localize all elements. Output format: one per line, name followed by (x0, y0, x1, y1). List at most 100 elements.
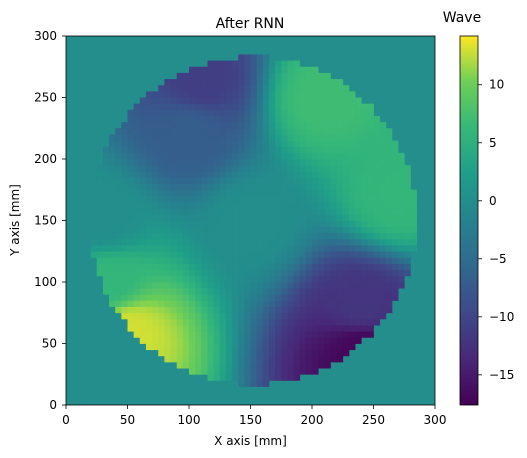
heatmap-cell (127, 306, 135, 314)
heatmap-cell (330, 312, 337, 320)
heatmap-cell (201, 109, 208, 117)
heatmap-cell (312, 318, 319, 326)
heatmap-cell (139, 146, 147, 154)
heatmap-cell (189, 183, 196, 191)
heatmap-cell (305, 282, 313, 289)
heatmap-cell (250, 232, 258, 240)
heatmap-cell (367, 202, 374, 209)
heatmap-cell (355, 134, 362, 141)
heatmap-cell (225, 226, 233, 234)
heatmap-cell (145, 282, 153, 289)
heatmap-cell (201, 128, 208, 135)
heatmap-cell (152, 146, 159, 154)
heatmap-cell (250, 263, 258, 271)
heatmap-cell (379, 226, 387, 234)
heatmap-cell (410, 238, 417, 246)
heatmap-cell (127, 134, 135, 141)
heatmap-cell (305, 355, 313, 363)
heatmap-cell (225, 251, 233, 258)
heatmap-cell (250, 361, 258, 369)
heatmap-cell (195, 361, 202, 369)
heatmap-cell (145, 146, 153, 154)
heatmap-cell (195, 171, 202, 178)
heatmap-cell (342, 159, 350, 166)
heatmap-cell (170, 122, 178, 129)
heatmap-cell (256, 103, 264, 111)
heatmap-cell (287, 220, 294, 228)
heatmap-cell (164, 171, 171, 178)
heatmap-cell (164, 79, 171, 86)
heatmap-cell (238, 361, 245, 369)
heatmap-cell (164, 146, 171, 154)
heatmap-cell (293, 331, 301, 338)
heatmap-cell (232, 159, 239, 166)
heatmap-cell (281, 349, 288, 357)
heatmap-cell (145, 306, 153, 314)
heatmap-cell (355, 275, 362, 283)
heatmap-cell (348, 103, 356, 111)
heatmap-cell (164, 159, 171, 166)
heatmap-cell (102, 177, 110, 184)
heatmap-cell (330, 355, 337, 363)
heatmap-cell (207, 312, 214, 320)
heatmap-cell (219, 97, 227, 105)
heatmap-cell (207, 189, 214, 197)
heatmap-cell (232, 128, 239, 135)
heatmap-cell (410, 214, 417, 221)
heatmap-cell (312, 282, 319, 289)
heatmap-cell (385, 152, 393, 160)
heatmap-cell (305, 146, 313, 154)
heatmap-cell (299, 349, 307, 357)
heatmap-cell (299, 152, 307, 160)
heatmap-cell (201, 214, 208, 221)
x-tick-label: 50 (120, 413, 135, 427)
heatmap-cell (361, 152, 368, 160)
heatmap-cell (367, 263, 374, 271)
heatmap-cell (398, 189, 405, 197)
heatmap-cell (293, 60, 301, 68)
heatmap-cell (312, 72, 319, 80)
x-tick-label: 300 (424, 413, 447, 427)
heatmap-cell (299, 312, 307, 320)
heatmap-cell (250, 306, 258, 314)
heatmap-cell (232, 97, 239, 105)
heatmap-cell (244, 171, 251, 178)
heatmap-cell (158, 189, 165, 197)
heatmap-cell (250, 128, 258, 135)
heatmap-cell (164, 294, 171, 301)
heatmap-cell (102, 202, 110, 209)
heatmap-cell (256, 195, 264, 203)
heatmap-cell (158, 159, 165, 166)
heatmap-cell (318, 134, 325, 141)
heatmap-cell (312, 361, 319, 369)
heatmap-cell (244, 257, 251, 264)
heatmap-cell (305, 238, 313, 246)
heatmap-cell (250, 374, 258, 381)
heatmap-cell (324, 282, 331, 289)
heatmap-cell (379, 245, 387, 252)
heatmap-cell (182, 103, 190, 111)
heatmap-cell (219, 91, 227, 98)
heatmap-cell (195, 79, 202, 86)
heatmap-cell (170, 306, 178, 314)
heatmap-cell (182, 294, 190, 301)
heatmap-cell (219, 202, 227, 209)
heatmap-cell (262, 72, 270, 80)
heatmap-cell (182, 318, 190, 326)
heatmap-cell (336, 171, 344, 178)
heatmap-cell (244, 331, 251, 338)
heatmap-cell (299, 109, 307, 117)
heatmap-cell (281, 115, 288, 123)
heatmap-cell (127, 195, 135, 203)
heatmap-cell (176, 195, 184, 203)
heatmap-cell (330, 146, 337, 154)
heatmap-cell (158, 282, 165, 289)
heatmap-cell (385, 177, 393, 184)
heatmap-cell (262, 312, 270, 320)
heatmap-cell (361, 177, 368, 184)
heatmap-cell (121, 282, 128, 289)
heatmap-cell (219, 72, 227, 80)
heatmap-cell (158, 306, 165, 314)
heatmap-cell (262, 380, 270, 387)
y-tick-label: 150 (34, 214, 57, 228)
